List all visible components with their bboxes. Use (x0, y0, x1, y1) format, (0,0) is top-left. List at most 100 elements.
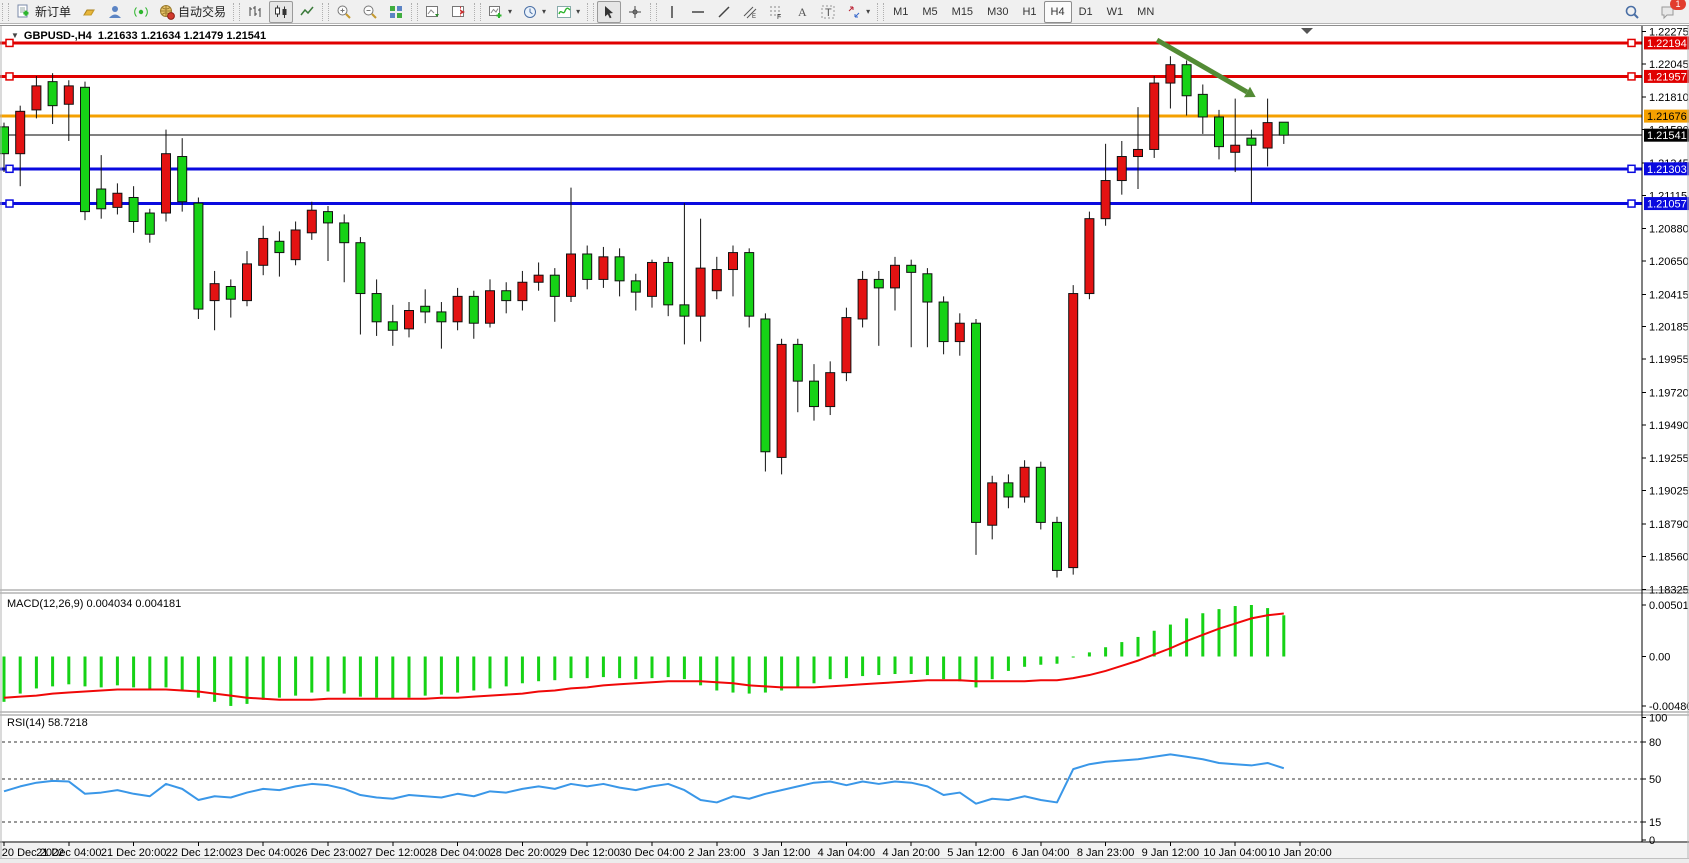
price-chart-svg[interactable]: 1.222751.220451.218101.215801.213451.211… (0, 26, 1689, 859)
chart-bars-button[interactable] (243, 1, 267, 23)
chart-shift-button[interactable] (447, 1, 471, 23)
macd-histogram-bar (893, 656, 897, 675)
timeframe-H1-button[interactable]: H1 (1022, 5, 1037, 18)
timeframe-M1-button[interactable]: M1 (893, 5, 909, 18)
trend-arrow-annotation[interactable] (1155, 37, 1249, 95)
rsi-indicator-label: RSI(14) 58.7218 (7, 717, 88, 729)
tile-windows-button[interactable] (384, 1, 408, 23)
timeframe-M30-button[interactable]: M30 (987, 5, 1009, 18)
crosshair-button[interactable] (623, 1, 647, 23)
equidistant-channel-button[interactable]: E (738, 1, 762, 23)
line-handle[interactable] (1627, 72, 1636, 81)
price-tag (1644, 36, 1689, 50)
profiles-button[interactable]: ▾ (518, 1, 550, 23)
symbol-ohlc-text: GBPUSD-,H4 1.21633 1.21634 1.21479 1.215… (23, 30, 267, 42)
line-handle[interactable] (1627, 38, 1636, 48)
svg-text:5 Jan 12:00: 5 Jan 12:00 (947, 847, 1005, 859)
zoom-out-button[interactable] (358, 1, 382, 23)
candle (906, 264, 917, 273)
candle (1084, 218, 1095, 295)
macd-histogram-bar (132, 656, 136, 688)
text-label-button[interactable]: T (816, 1, 840, 23)
candle (128, 196, 139, 223)
candle (371, 293, 382, 323)
svg-text:10 Jan 20:00: 10 Jan 20:00 (1268, 847, 1332, 859)
text-button[interactable]: A (790, 1, 814, 23)
auto-scroll-button[interactable] (421, 1, 445, 23)
cursor-button[interactable] (597, 0, 622, 23)
chart-shift-marker[interactable] (1301, 28, 1313, 34)
timeframe-MN-button[interactable]: MN (1137, 5, 1155, 18)
svg-text:E: E (752, 14, 756, 20)
community-button[interactable] (103, 1, 127, 23)
symbol-dropdown-icon[interactable]: ▼ (11, 31, 19, 40)
new-order-button[interactable]: 新订单 (12, 1, 75, 23)
line-handle[interactable] (1627, 164, 1636, 174)
candle (744, 252, 755, 317)
svg-text:1.21057: 1.21057 (1647, 199, 1687, 211)
chart-line-button[interactable] (295, 1, 319, 23)
toolbar-grip (411, 2, 419, 21)
dropdown-caret-icon[interactable]: ▾ (542, 7, 547, 16)
svg-text:80: 80 (1649, 737, 1661, 749)
vertical-line-button[interactable] (660, 1, 684, 23)
indicators-button[interactable]: ▾ (552, 1, 584, 23)
notifications-button[interactable]: 1 (1656, 0, 1686, 23)
window-bottom-edge (0, 858, 1689, 863)
macd-histogram-bar (925, 656, 929, 676)
chart-window[interactable]: 1.222751.220451.218101.215801.213451.211… (0, 25, 1689, 859)
timeframe-W1-button[interactable]: W1 (1106, 5, 1124, 18)
signals-button[interactable] (129, 1, 153, 23)
zoom-in-button[interactable] (332, 1, 356, 23)
macd-histogram-bar (213, 656, 217, 702)
line-handle[interactable] (5, 164, 14, 174)
macd-histogram-bar (51, 656, 55, 687)
svg-text:1.19490: 1.19490 (1649, 420, 1689, 432)
macd-histogram-bar (796, 656, 800, 688)
dropdown-caret-icon[interactable]: ▾ (508, 7, 513, 16)
svg-text:1.19025: 1.19025 (1649, 486, 1689, 498)
line-handle[interactable] (1627, 199, 1636, 208)
macd-histogram-bar (1168, 624, 1172, 657)
svg-text:9 Jan 12:00: 9 Jan 12:00 (1142, 847, 1200, 859)
svg-text:3 Jan 12:00: 3 Jan 12:00 (753, 847, 811, 859)
horizontal-line-button[interactable] (686, 1, 710, 23)
line-handle[interactable] (5, 38, 14, 48)
candle (695, 267, 706, 317)
fibonacci-button[interactable]: F (764, 1, 788, 23)
svg-text:21 Dec 20:00: 21 Dec 20:00 (101, 847, 166, 859)
svg-text:50: 50 (1649, 774, 1661, 786)
svg-text:0: 0 (1649, 835, 1655, 847)
timeframe-D1-button[interactable]: D1 (1078, 5, 1093, 18)
trendline-button[interactable] (712, 1, 736, 23)
price-tag (1644, 69, 1689, 83)
search-button[interactable] (1620, 1, 1644, 23)
dropdown-caret-icon[interactable]: ▾ (866, 7, 871, 16)
line-handle[interactable] (5, 72, 14, 81)
line-handle[interactable] (5, 199, 14, 208)
time-axis-strip[interactable] (0, 843, 1689, 859)
arrows-button[interactable]: ▾ (842, 1, 874, 23)
toolbar-grip (587, 2, 595, 21)
chart-candles-button[interactable] (269, 0, 294, 23)
gold-button[interactable] (77, 1, 101, 23)
timeframe-M5-button[interactable]: M5 (922, 5, 938, 18)
timeframe-H4-button[interactable]: H4 (1043, 0, 1072, 23)
timeframe-M15-button[interactable]: M15 (951, 5, 974, 18)
macd-histogram-bar (861, 656, 865, 677)
svg-text:T: T (825, 7, 832, 19)
candle (112, 192, 123, 208)
dropdown-caret-icon[interactable]: ▾ (576, 7, 581, 16)
macd-histogram-bar (553, 656, 557, 681)
candle (954, 322, 965, 343)
macd-histogram-bar (958, 656, 962, 682)
macd-histogram-bar (326, 656, 330, 692)
new-chart-button[interactable]: ▾ (484, 1, 516, 23)
macd-histogram-bar (164, 656, 168, 688)
auto-trading-button[interactable]: 自动交易 (155, 1, 230, 23)
candle (679, 304, 690, 317)
candles-layer (0, 56, 1289, 578)
macd-histogram-bar (456, 656, 460, 693)
candle (501, 290, 512, 302)
toolbar-grip[interactable] (2, 2, 9, 21)
